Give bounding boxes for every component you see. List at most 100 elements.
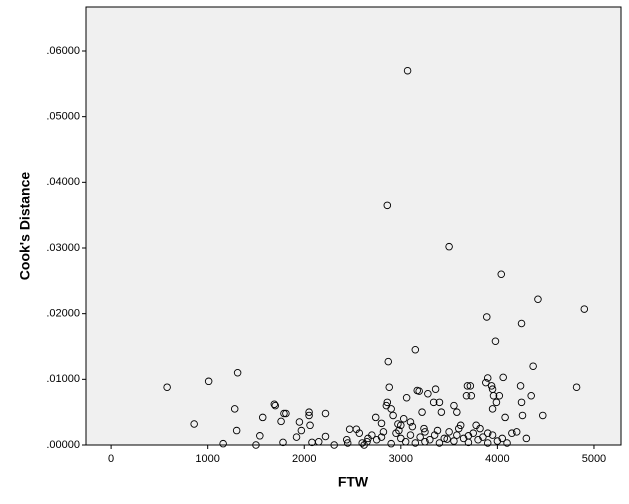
point — [397, 421, 405, 430]
point — [411, 346, 420, 354]
point — [463, 382, 472, 390]
point — [387, 405, 395, 413]
point — [383, 398, 392, 407]
point — [518, 411, 527, 420]
point — [424, 390, 432, 398]
point — [435, 439, 444, 447]
point — [402, 393, 411, 402]
x-tick-label: 5000 — [582, 453, 606, 465]
point — [429, 398, 438, 407]
y-tick-label: .00000 — [46, 439, 80, 451]
point — [426, 435, 434, 444]
point — [453, 408, 461, 416]
point — [280, 409, 288, 418]
point — [418, 408, 426, 416]
point — [204, 377, 213, 386]
point — [482, 378, 490, 387]
point — [492, 398, 501, 407]
point — [440, 434, 449, 443]
y-tick-label: .05000 — [46, 111, 80, 123]
point — [483, 374, 492, 382]
point — [572, 383, 581, 391]
point — [517, 319, 526, 328]
point — [306, 421, 314, 430]
y-tick-label: .03000 — [46, 242, 80, 254]
point — [483, 439, 492, 447]
point — [358, 439, 366, 447]
point — [512, 428, 521, 436]
point — [503, 439, 511, 447]
point — [488, 431, 497, 439]
point — [406, 418, 415, 426]
y-tick-label: .01000 — [46, 373, 80, 385]
x-tick-label: 3000 — [389, 453, 413, 465]
point — [314, 437, 323, 446]
point — [343, 439, 352, 447]
point — [385, 383, 393, 391]
point — [230, 405, 239, 413]
point — [342, 435, 351, 444]
point — [270, 400, 279, 409]
point — [501, 413, 509, 422]
point — [445, 242, 453, 251]
point — [403, 66, 412, 75]
point — [258, 413, 267, 422]
point — [305, 408, 313, 416]
point — [421, 428, 429, 436]
point — [529, 362, 537, 370]
point — [389, 411, 397, 420]
y-tick-label: .04000 — [46, 176, 80, 188]
point — [232, 426, 241, 435]
y-axis-label: Cook's Distance — [17, 172, 33, 281]
point — [383, 201, 392, 210]
point — [498, 434, 506, 443]
point — [387, 439, 395, 448]
point — [516, 382, 525, 390]
point — [487, 382, 496, 390]
point — [479, 433, 487, 441]
point — [466, 382, 475, 390]
point — [483, 429, 492, 437]
point — [453, 431, 461, 439]
point — [282, 409, 290, 418]
point — [279, 438, 287, 447]
point — [420, 424, 428, 433]
point — [330, 441, 338, 449]
point — [450, 437, 458, 445]
point — [295, 418, 304, 426]
point — [534, 295, 542, 303]
point — [277, 417, 285, 426]
point — [517, 398, 526, 407]
point — [495, 391, 504, 400]
point — [219, 439, 227, 448]
point — [522, 434, 531, 443]
point — [321, 409, 330, 418]
point — [476, 424, 484, 433]
point — [408, 422, 417, 431]
point — [355, 429, 364, 437]
point — [421, 437, 429, 446]
point — [377, 419, 386, 428]
point — [292, 433, 301, 441]
point — [363, 437, 371, 446]
point — [377, 433, 386, 441]
y-tick-label: .02000 — [46, 308, 80, 320]
point — [467, 391, 476, 400]
point — [415, 387, 423, 395]
x-axis-label: FTW — [338, 474, 369, 490]
x-tick-label: 4000 — [485, 453, 509, 465]
point — [163, 383, 171, 391]
point — [488, 405, 497, 413]
point — [256, 432, 264, 440]
point — [406, 431, 415, 439]
point — [483, 313, 491, 321]
x-tick-label: 1000 — [195, 453, 219, 465]
point — [190, 420, 198, 428]
point — [416, 433, 424, 441]
point — [450, 401, 458, 410]
point — [297, 426, 306, 435]
point — [508, 429, 516, 437]
point — [271, 401, 280, 410]
